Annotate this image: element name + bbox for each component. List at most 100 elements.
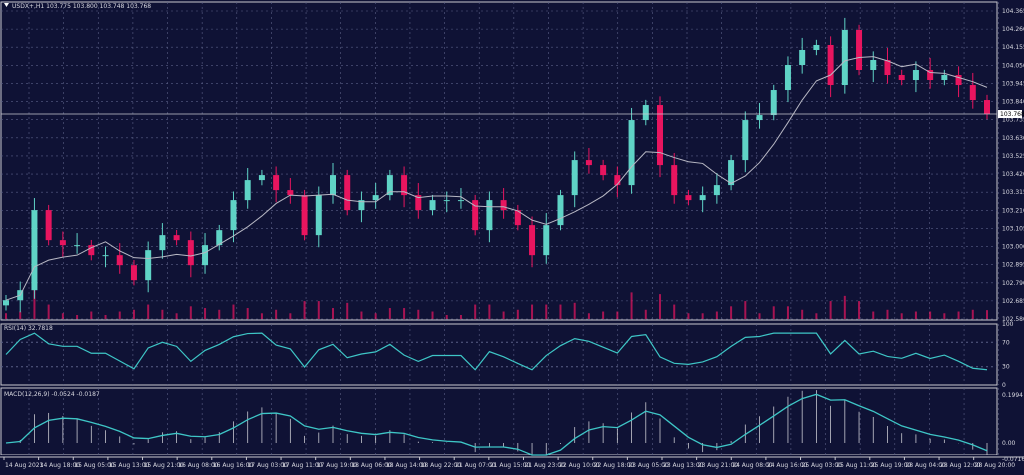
volume-bar bbox=[730, 306, 733, 319]
time-tick-label: 17 Aug 11:00 bbox=[282, 462, 323, 469]
volume-bar bbox=[275, 309, 278, 319]
volume-bar bbox=[289, 313, 292, 319]
volume-bar bbox=[147, 304, 150, 319]
volume-bar bbox=[673, 304, 676, 319]
volume-bar bbox=[986, 310, 988, 319]
time-tick-label: 15 Aug 13:00 bbox=[109, 462, 150, 469]
volume-bar bbox=[531, 304, 534, 319]
time-tick-label: 17 Aug 19:00 bbox=[317, 462, 358, 469]
volume-bar bbox=[914, 311, 917, 319]
candle-body bbox=[614, 175, 621, 186]
candle-body bbox=[202, 245, 209, 266]
candle-body bbox=[486, 200, 493, 231]
candle-body bbox=[230, 200, 237, 231]
time-tick-label: 22 Aug 10:00 bbox=[559, 462, 600, 469]
rsi-tick-label: 30 bbox=[1002, 364, 1010, 371]
volume-bar bbox=[459, 315, 462, 319]
candle-body bbox=[529, 225, 536, 256]
volume-bar bbox=[786, 306, 789, 319]
price-tick-label: 103.945 bbox=[1002, 80, 1024, 87]
price-tick-label: 104.365 bbox=[1002, 8, 1024, 15]
moving-average-line bbox=[5, 56, 988, 301]
candle-body bbox=[557, 195, 564, 226]
time-tick-label: 23 Aug 05:00 bbox=[628, 462, 669, 469]
candle-body bbox=[571, 160, 578, 196]
time-tick-label: 23 Aug 21:00 bbox=[698, 462, 739, 469]
volume-bar bbox=[971, 309, 974, 319]
time-tick-label: 24 Aug 16:00 bbox=[767, 462, 808, 469]
candle-body bbox=[642, 105, 649, 121]
candle-body bbox=[401, 175, 408, 196]
candle-body bbox=[429, 200, 436, 211]
macd-tick-label: 0.00 bbox=[1002, 440, 1016, 447]
volume-bar bbox=[829, 301, 832, 319]
current-price-label: 103.768 bbox=[1000, 111, 1024, 118]
volume-bar bbox=[346, 302, 349, 319]
candle-body bbox=[216, 230, 223, 246]
candle-body bbox=[187, 240, 194, 266]
volume-bar bbox=[929, 311, 932, 319]
candle-body bbox=[898, 75, 905, 81]
volume-bar bbox=[886, 309, 889, 319]
volume-bar bbox=[132, 309, 135, 319]
price-tick-label: 102.895 bbox=[1002, 262, 1024, 269]
candle-body bbox=[813, 44, 820, 50]
price-tick-label: 103.420 bbox=[1002, 171, 1024, 178]
candle-body bbox=[699, 195, 706, 201]
candle-body bbox=[45, 210, 52, 241]
candle-body bbox=[88, 245, 95, 256]
volume-bar bbox=[943, 313, 946, 319]
time-tick-label: 21 Aug 15:00 bbox=[490, 462, 531, 469]
panel-frame bbox=[0, 387, 998, 456]
time-tick-label: 22 Aug 18:00 bbox=[594, 462, 635, 469]
time-tick-label: 18 Aug 14:00 bbox=[386, 462, 427, 469]
rsi-tick-label: 70 bbox=[1002, 339, 1010, 346]
price-tick-label: 103.210 bbox=[1002, 207, 1024, 214]
dropdown-triangle-icon[interactable] bbox=[4, 3, 9, 7]
time-tick-label: 16 Aug 16:00 bbox=[213, 462, 254, 469]
candle-body bbox=[330, 175, 336, 196]
price-tick-label: 103.000 bbox=[1002, 244, 1024, 251]
volume-bar bbox=[90, 311, 93, 319]
candle-body bbox=[244, 180, 251, 201]
candle-body bbox=[3, 300, 9, 306]
time-tick-label: 21 Aug 23:00 bbox=[524, 462, 565, 469]
candle-body bbox=[59, 240, 66, 246]
time-tick-label: 23 Aug 13:00 bbox=[663, 462, 704, 469]
candle-body bbox=[685, 195, 692, 201]
volume-bar bbox=[587, 313, 590, 319]
volume-bar bbox=[488, 304, 491, 319]
volume-bar bbox=[744, 301, 747, 319]
volume-bar bbox=[843, 295, 846, 319]
volume-bar bbox=[332, 308, 334, 319]
macd-tick-label: -0.0716 bbox=[1002, 456, 1024, 463]
candle-body bbox=[657, 105, 663, 166]
indicator-axes: 100 70 30 0 0.1994 0.00 -0.0716 bbox=[1002, 321, 1024, 463]
volume-bar bbox=[445, 315, 448, 319]
volume-bar bbox=[474, 304, 477, 319]
panel-frame bbox=[0, 1, 998, 321]
candle-body bbox=[969, 85, 976, 101]
time-tick-label: 18 Aug 22:00 bbox=[421, 462, 462, 469]
volume-bar bbox=[232, 304, 235, 319]
time-tick-label: 21 Aug 07:00 bbox=[455, 462, 496, 469]
volume-bar bbox=[900, 313, 903, 319]
candle-body bbox=[543, 225, 550, 256]
candle-body bbox=[74, 245, 81, 247]
macd-tick-label: 0.1994 bbox=[1002, 392, 1023, 399]
volume-bar bbox=[559, 304, 562, 319]
candle-body bbox=[600, 165, 607, 176]
volume-bar bbox=[218, 309, 221, 319]
candle-body bbox=[457, 200, 464, 202]
candle-body bbox=[514, 210, 521, 226]
volume-bar bbox=[204, 308, 207, 319]
candle-body bbox=[841, 29, 848, 86]
time-tick-label: 14 Aug 2023 bbox=[5, 462, 44, 469]
volume-bar bbox=[246, 308, 249, 319]
time-tick-label: 28 Aug 04:00 bbox=[905, 462, 946, 469]
volume-bar bbox=[616, 311, 619, 319]
candle-body bbox=[742, 120, 749, 161]
